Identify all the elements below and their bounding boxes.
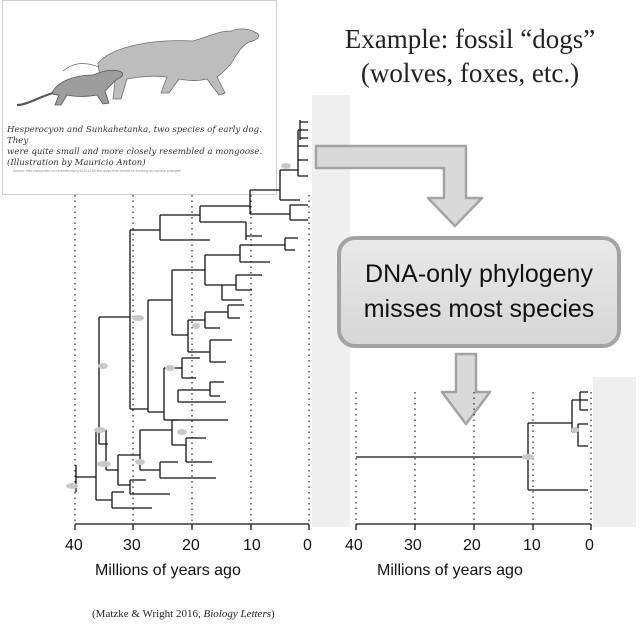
title-line-2: (wolves, foxes, etc.): [360, 58, 580, 88]
caption-line-3: (Illustration by Mauricio Anton): [7, 158, 146, 168]
citation-suffix: ): [271, 608, 275, 620]
node-marker: [98, 363, 108, 369]
citation: (Matzke & Wright 2016, Biology Letters): [92, 608, 275, 620]
illustration-panel: Hesperocyon and Sunkahetanka, two specie…: [2, 0, 277, 195]
node-marker: [281, 163, 291, 169]
node-marker: [522, 454, 534, 460]
left-tick-label: 40: [65, 537, 83, 554]
callout-line-1: DNA-only phylogeny: [365, 260, 593, 288]
right-time-axis: [355, 523, 592, 530]
caption-line-1: Hesperocyon and Sunkahetanka, two specie…: [7, 125, 262, 146]
right-tick-label: 40: [345, 537, 363, 554]
slide-title: Example: fossil “dogs” (wolves, foxes, e…: [300, 22, 640, 90]
citation-journal: Biology Letters: [203, 608, 272, 620]
right-tick-label: 0: [585, 537, 594, 554]
illustration-source: Source: http://www.bbc.co.uk/earth/story…: [13, 169, 181, 173]
caption-line-2: were quite small and more closely resemb…: [7, 147, 263, 157]
left-x-axis-label: Millions of years ago: [95, 562, 241, 579]
node-marker: [94, 427, 106, 433]
node-marker: [177, 429, 187, 435]
node-marker: [192, 323, 200, 329]
left-tick-label: 20: [182, 537, 200, 554]
root-stem: [75, 465, 96, 492]
callout-line-2: misses most species: [363, 295, 595, 323]
left-tick-label: 30: [123, 537, 141, 554]
dna-node-markers: [522, 427, 579, 460]
right-present-band: [593, 377, 636, 527]
dna-only-callout: DNA-only phylogeny misses most species: [337, 236, 621, 348]
node-markers: [66, 163, 291, 489]
right-tick-label: 20: [463, 537, 481, 554]
node-marker: [165, 365, 175, 371]
node-marker: [132, 315, 144, 321]
right-x-axis-label: Millions of years ago: [377, 562, 523, 579]
arrow-to-callout: [314, 144, 484, 228]
sunkahetanka-drawing: [62, 28, 260, 100]
left-tick-label: 10: [243, 537, 261, 554]
node-marker: [66, 483, 78, 489]
node-marker: [571, 427, 579, 433]
right-tick-label: 30: [404, 537, 422, 554]
right-tick-label: 10: [523, 537, 541, 554]
node-marker: [97, 461, 111, 467]
fossil-phylogeny-tree: [75, 120, 308, 509]
hesperocyon-drawing: [16, 69, 123, 107]
left-time-axis: [74, 523, 310, 530]
node-marker: [135, 459, 145, 465]
illustration-caption: Hesperocyon and Sunkahetanka, two specie…: [7, 125, 275, 169]
title-line-1: Example: fossil “dogs”: [344, 24, 596, 54]
arrow-to-dna-tree: [440, 352, 492, 426]
left-tick-label: 0: [303, 537, 312, 554]
citation-prefix: (Matzke & Wright 2016,: [92, 608, 204, 620]
early-dogs-illustration: [16, 28, 260, 107]
